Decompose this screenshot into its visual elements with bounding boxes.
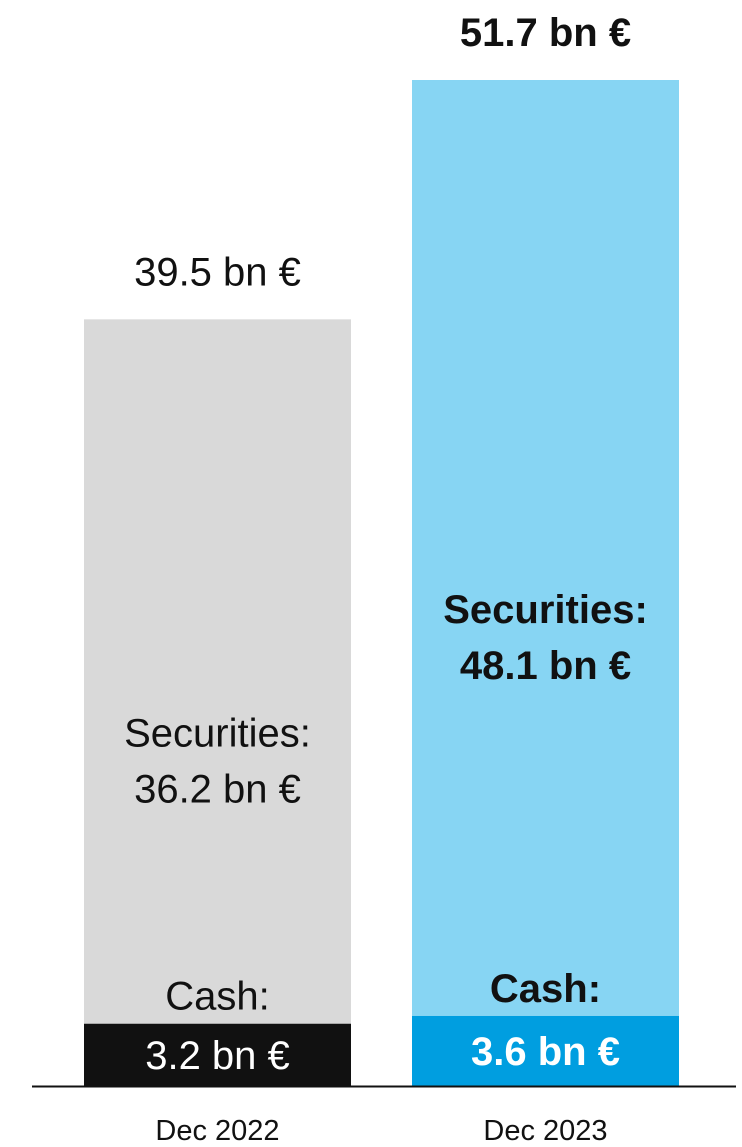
total-label-dec-2022: 39.5 bn € — [134, 250, 301, 294]
securities-value-dec-2023: 48.1 bn € — [460, 644, 631, 688]
securities-name-dec-2022: Securities: — [124, 712, 311, 756]
category-label-dec-2023: Dec 2023 — [483, 1115, 607, 1147]
cash-name-dec-2022: Cash: — [165, 975, 270, 1019]
total-label-dec-2023: 51.7 bn € — [460, 11, 631, 55]
cash-bar-dec-2023 — [412, 1015, 679, 1086]
securities-bar-dec-2023 — [412, 80, 679, 1016]
securities-bar-dec-2022 — [84, 319, 351, 1024]
cash-name-dec-2023: Cash: — [490, 967, 601, 1011]
cash-value-dec-2023: 3.6 bn € — [471, 1030, 620, 1074]
securities-name-dec-2023: Securities: — [443, 588, 648, 632]
category-label-dec-2022: Dec 2022 — [155, 1115, 279, 1147]
cash-value-dec-2022: 3.2 bn € — [145, 1034, 290, 1078]
cash-bar-dec-2022 — [84, 1023, 351, 1086]
securities-value-dec-2022: 36.2 bn € — [134, 768, 301, 812]
